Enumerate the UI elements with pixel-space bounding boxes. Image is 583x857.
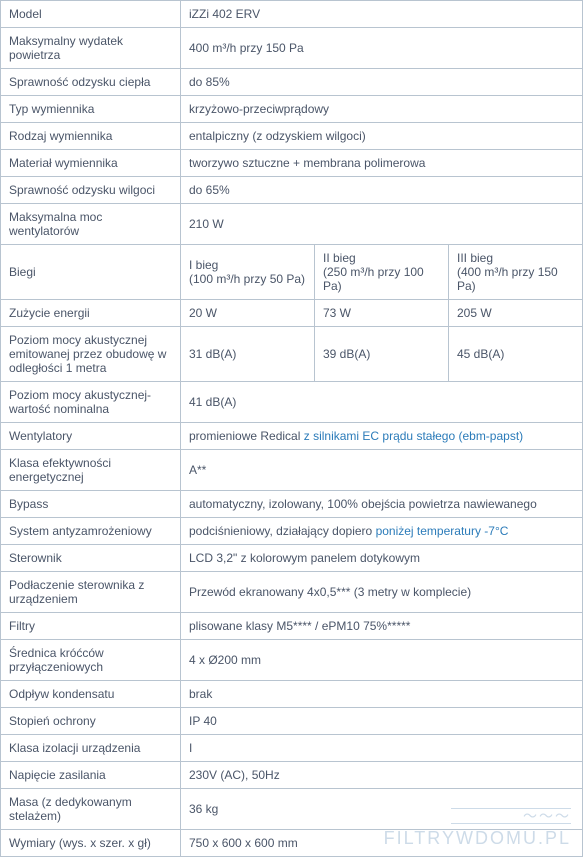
cell-value: automatyczny, izolowany, 100% obejścia p… [181,491,583,518]
table-row: Filtry plisowane klasy M5**** / ePM10 75… [1,613,583,640]
cell-label: Wentylatory [1,423,181,450]
cell-value: 73 W [315,300,449,327]
table-row: Sterownik LCD 3,2" z kolorowym panelem d… [1,545,583,572]
cell-header: III bieg (400 m³/h przy 150 Pa) [449,245,583,300]
table-row: Typ wymiennika krzyżowo-przeciwprądowy [1,96,583,123]
cell-label: Sprawność odzysku wilgoci [1,177,181,204]
cell-value: I [181,735,583,762]
cell-label: Maksymalna moc wentylatorów [1,204,181,245]
cell-label: Filtry [1,613,181,640]
cell-label: System antyzamrożeniowy [1,518,181,545]
table-row: Masa (z dedykowanym stelażem) 36 kg [1,789,583,830]
cell-label: Biegi [1,245,181,300]
table-row: Model iZZi 402 ERV [1,1,583,28]
cell-label: Stopień ochrony [1,708,181,735]
table-row: Maksymalna moc wentylatorów 210 W [1,204,583,245]
cell-value: podciśnieniowy, działający dopiero poniż… [181,518,583,545]
cell-value: 31 dB(A) [181,327,315,382]
cell-value: do 65% [181,177,583,204]
cell-value: promieniowe Redical z silnikami EC prądu… [181,423,583,450]
cell-label: Wymiary (wys. x szer. x gł) [1,830,181,857]
cell-label: Rodzaj wymiennika [1,123,181,150]
cell-header: I bieg (100 m³/h przy 50 Pa) [181,245,315,300]
cell-value: 210 W [181,204,583,245]
cell-value: krzyżowo-przeciwprądowy [181,96,583,123]
cell-value: 36 kg [181,789,583,830]
cell-label: Zużycie energii [1,300,181,327]
text-prefix: promieniowe Redical [189,429,304,443]
cell-label: Poziom mocy akustycznej emitowanej przez… [1,327,181,382]
cell-label: Typ wymiennika [1,96,181,123]
cell-label: Podłaczenie sterownika z urządzeniem [1,572,181,613]
cell-value: 400 m³/h przy 150 Pa [181,28,583,69]
table-row: Napięcie zasilania 230V (AC), 50Hz [1,762,583,789]
table-row: Poziom mocy akustycznej- wartość nominal… [1,382,583,423]
table-row: Sprawność odzysku wilgoci do 65% [1,177,583,204]
cell-header: II bieg (250 m³/h przy 100 Pa) [315,245,449,300]
table-row: Poziom mocy akustycznej emitowanej przez… [1,327,583,382]
cell-label: Sterownik [1,545,181,572]
table-row: Klasa izolacji urządzenia I [1,735,583,762]
cell-value: 205 W [449,300,583,327]
cell-value: iZZi 402 ERV [181,1,583,28]
cell-value: A** [181,450,583,491]
cell-label: Masa (z dedykowanym stelażem) [1,789,181,830]
cell-value: 45 dB(A) [449,327,583,382]
table-row: Odpływ kondensatu brak [1,681,583,708]
cell-value: do 85% [181,69,583,96]
table-row: Bypass automatyczny, izolowany, 100% obe… [1,491,583,518]
cell-label: Klasa efektywności energetycznej [1,450,181,491]
cell-value: LCD 3,2" z kolorowym panelem dotykowym [181,545,583,572]
cell-value: 750 x 600 x 600 mm [181,830,583,857]
cell-value: 230V (AC), 50Hz [181,762,583,789]
table-row: Rodzaj wymiennika entalpiczny (z odzyski… [1,123,583,150]
cell-value: tworzywo sztuczne + membrana polimerowa [181,150,583,177]
cell-value: 41 dB(A) [181,382,583,423]
cell-value: entalpiczny (z odzyskiem wilgoci) [181,123,583,150]
table-row: System antyzamrożeniowy podciśnieniowy, … [1,518,583,545]
cell-label: Poziom mocy akustycznej- wartość nominal… [1,382,181,423]
cell-label: Bypass [1,491,181,518]
table-row: Materiał wymiennika tworzywo sztuczne + … [1,150,583,177]
cell-label: Model [1,1,181,28]
table-row: Stopień ochrony IP 40 [1,708,583,735]
table-row: Zużycie energii 20 W 73 W 205 W [1,300,583,327]
table-row: Maksymalny wydatek powietrza 400 m³/h pr… [1,28,583,69]
cell-label: Napięcie zasilania [1,762,181,789]
cell-value: 20 W [181,300,315,327]
table-row: Klasa efektywności energetycznej A** [1,450,583,491]
table-row: Podłaczenie sterownika z urządzeniem Prz… [1,572,583,613]
text-link: poniżej temperatury -7°C [376,524,509,538]
text-link: z silnikami EC prądu stałego (ebm-papst) [304,429,523,443]
cell-label: Sprawność odzysku ciepła [1,69,181,96]
table-row: Średnica króćców przyłączeniowych 4 x Ø2… [1,640,583,681]
table-row: Wentylatory promieniowe Redical z silnik… [1,423,583,450]
cell-label: Maksymalny wydatek powietrza [1,28,181,69]
cell-value: plisowane klasy M5**** / ePM10 75%***** [181,613,583,640]
cell-label: Materiał wymiennika [1,150,181,177]
table-row: Biegi I bieg (100 m³/h przy 50 Pa) II bi… [1,245,583,300]
cell-label: Odpływ kondensatu [1,681,181,708]
cell-value: 4 x Ø200 mm [181,640,583,681]
cell-value: Przewód ekranowany 4x0,5*** (3 metry w k… [181,572,583,613]
cell-label: Średnica króćców przyłączeniowych [1,640,181,681]
table-row: Sprawność odzysku ciepła do 85% [1,69,583,96]
cell-value: 39 dB(A) [315,327,449,382]
cell-label: Klasa izolacji urządzenia [1,735,181,762]
table-row: Wymiary (wys. x szer. x gł) 750 x 600 x … [1,830,583,857]
text-prefix: podciśnieniowy, działający dopiero [189,524,376,538]
cell-value: IP 40 [181,708,583,735]
cell-value: brak [181,681,583,708]
spec-table: Model iZZi 402 ERV Maksymalny wydatek po… [0,0,583,857]
